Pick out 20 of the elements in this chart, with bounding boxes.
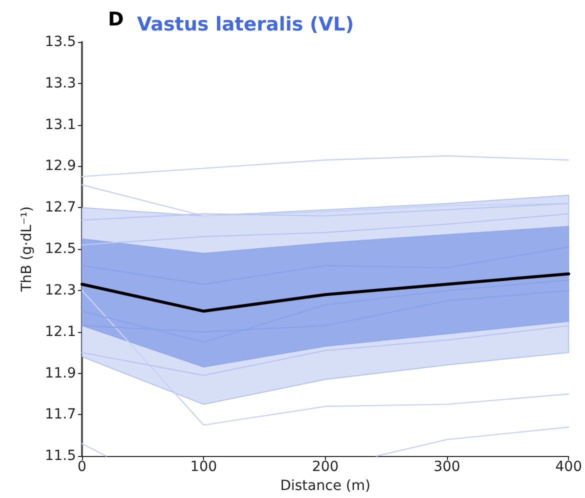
y-tick-label: 12.1 [44,324,76,340]
y-tick-label: 13.1 [44,116,76,133]
chart-title: Vastus lateralis (VL) [137,14,354,36]
y-tick-label: 13.3 [44,75,76,92]
y-tick-label: 13.5 [44,34,76,50]
y-tick-label: 11.7 [44,406,76,423]
text: D [108,8,124,30]
y-axis-title: ThB (g·dL⁻¹) [18,206,35,293]
y-tick-label: 11.9 [44,365,76,382]
x-tick-label: 200 [312,459,339,476]
x-tick-label: 400 [555,459,582,476]
y-tick-label: 11.5 [44,448,76,464]
x-tick-label: 300 [434,459,460,476]
y-tick-label: 12.9 [44,158,76,174]
y-tick-label: 12.5 [44,241,76,258]
y-tick-label: 12.3 [44,282,76,298]
x-axis-title: Distance (m) [280,478,370,494]
y-tick-label: 12.7 [44,200,76,216]
x-tick-label: 0 [78,459,86,476]
x-tick-label: 100 [190,459,218,476]
